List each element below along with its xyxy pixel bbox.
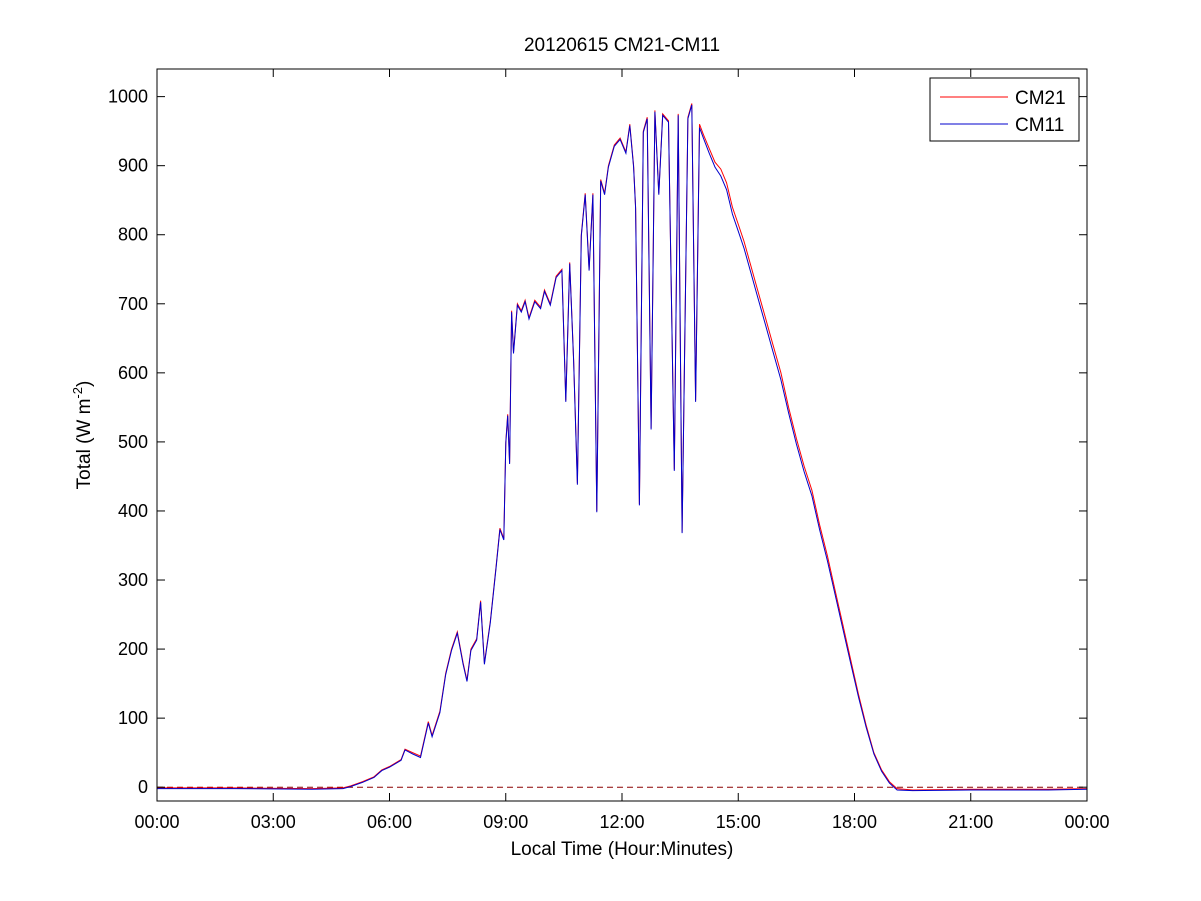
series-line-cm21 xyxy=(157,103,1088,791)
x-tick-label: 12:00 xyxy=(599,812,644,832)
x-tick-label: 18:00 xyxy=(832,812,877,832)
legend-label-cm11: CM11 xyxy=(1015,115,1064,136)
y-axis-label: Total (W m-2) xyxy=(70,381,95,490)
x-axis: 00:00 03:00 06:00 09:00 12:00 15:00 18:00 21:00… xyxy=(134,69,1110,832)
series-line-cm11 xyxy=(157,104,1088,792)
y-tick-label: 600 xyxy=(118,363,148,383)
y-tick-label: 200 xyxy=(118,639,148,659)
y-tick-label: 800 xyxy=(118,225,148,245)
x-tick-label: 06:00 xyxy=(367,812,412,832)
y-axis: 0 100 200 300 400 500 600 700 800 900 1000 xyxy=(108,87,1087,797)
y-axis-label-sup: -2 xyxy=(70,387,85,399)
y-tick-label: 1000 xyxy=(108,87,148,107)
y-tick-label: 900 xyxy=(118,156,148,176)
y-tick-label: 700 xyxy=(118,294,148,314)
x-tick-label: 00:00 xyxy=(1064,812,1109,832)
y-tick-label: 400 xyxy=(118,501,148,521)
x-tick-label: 21:00 xyxy=(948,812,993,832)
y-tick-label: 100 xyxy=(118,708,148,728)
plot-frame xyxy=(156,68,1088,802)
y-tick-label: 300 xyxy=(118,570,148,590)
y-tick-label: 500 xyxy=(118,432,148,452)
x-tick-label: 00:00 xyxy=(134,812,179,832)
x-tick-label: 09:00 xyxy=(483,812,528,832)
x-axis-label: Local Time (Hour:Minutes) xyxy=(511,839,734,860)
y-tick-label: 0 xyxy=(138,777,148,797)
y-axis-label-close: ) xyxy=(74,381,95,387)
plot-content xyxy=(157,103,1088,792)
legend-label-cm21: CM21 xyxy=(1015,88,1066,109)
x-tick-label: 15:00 xyxy=(716,812,761,832)
legend-box xyxy=(929,77,1080,142)
legend: CM21 CM11 xyxy=(929,77,1080,142)
y-axis-label-main: Total (W m xyxy=(74,399,95,490)
x-tick-label: 03:00 xyxy=(251,812,296,832)
chart-title: 20120615 CM21-CM11 xyxy=(524,35,720,56)
